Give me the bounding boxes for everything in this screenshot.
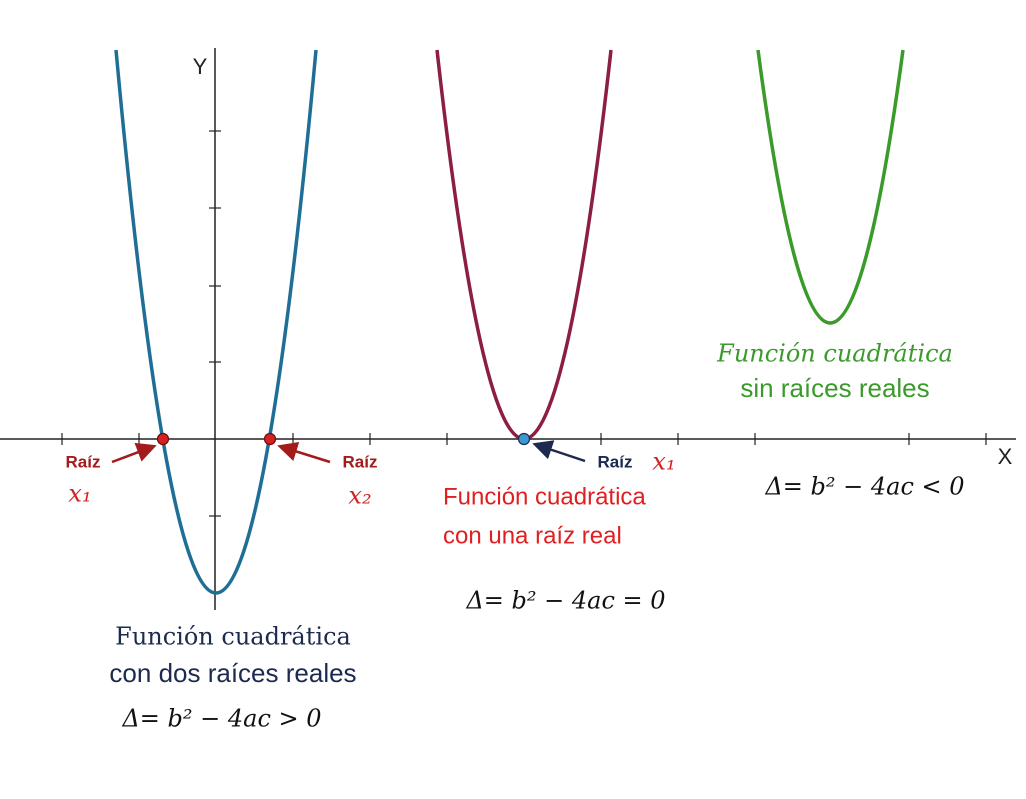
- parabola-two-roots: [114, 49, 318, 595]
- curve-title: Función cuadrática: [443, 483, 646, 510]
- arrow: [111, 442, 157, 464]
- arrow: [532, 440, 586, 463]
- curve-title: con una raíz real: [443, 522, 622, 549]
- y-axis-label: Y: [193, 54, 208, 79]
- parabola-no-roots: [756, 49, 905, 325]
- ticks: [61, 130, 987, 517]
- root-symbol: x₂: [348, 482, 371, 510]
- root-point: [517, 432, 531, 446]
- root-symbol: x₁: [652, 448, 675, 476]
- arrow: [277, 441, 331, 464]
- formula: Δ= b² − 4ac > 0: [121, 705, 321, 733]
- root-label: Raíz: [598, 452, 633, 471]
- curve-title: sin raíces reales: [740, 373, 929, 403]
- parabola-one-root: [435, 49, 613, 441]
- root-point: [156, 432, 170, 446]
- formula: Δ= b² − 4ac < 0: [764, 473, 964, 501]
- root-label: Raíz: [343, 452, 378, 471]
- formula: Δ= b² − 4ac = 0: [465, 587, 665, 615]
- curve-title: Función cuadrática: [716, 340, 953, 368]
- curve-title: Función cuadrática: [115, 623, 351, 651]
- root-symbol: x₁: [68, 480, 91, 508]
- curve-title: con dos raíces reales: [109, 658, 356, 688]
- root-label: Raíz: [66, 452, 101, 471]
- x-axis-label: X: [998, 444, 1013, 469]
- root-point: [263, 432, 277, 446]
